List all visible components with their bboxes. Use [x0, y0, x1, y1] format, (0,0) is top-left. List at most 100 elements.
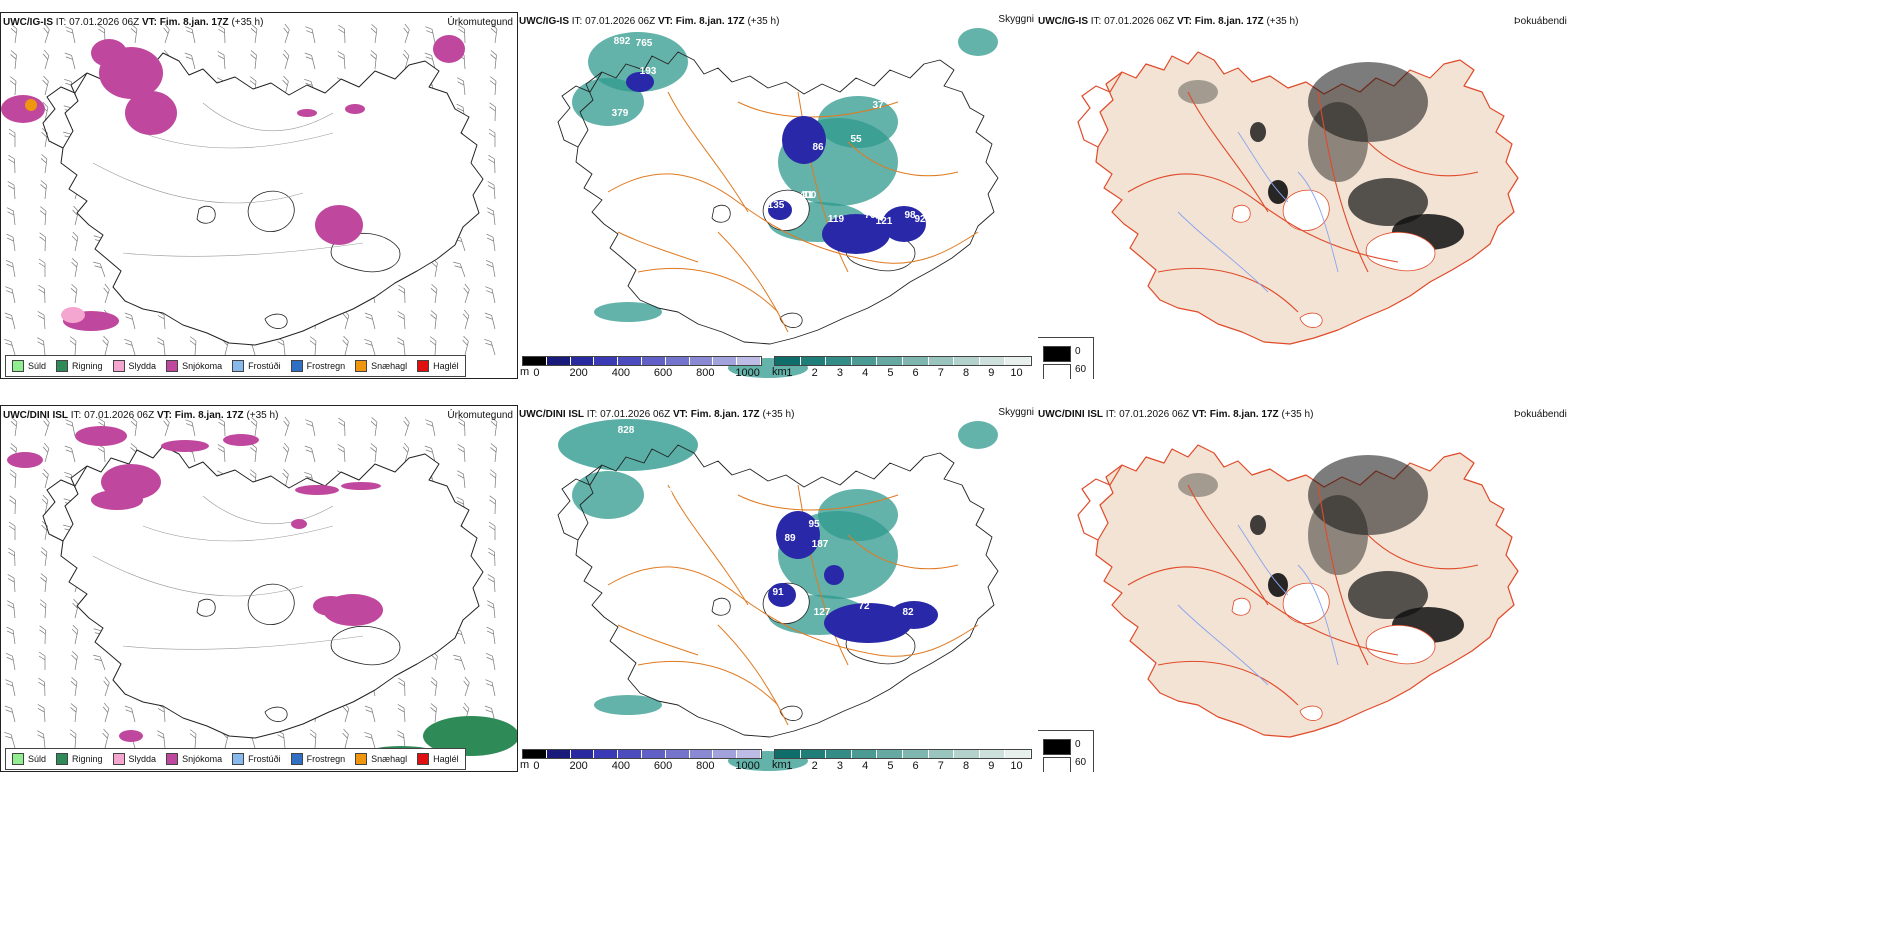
colorbar-tick-label: 6: [912, 367, 919, 379]
panel-title: UWC/DINI ISL IT: 07.01.2026 06Z VT: Fim.…: [519, 409, 795, 420]
colorbar-tick-label: 200: [569, 367, 588, 379]
legend-label: Súld: [28, 361, 47, 371]
ceiling-value-label: 99: [774, 120, 786, 131]
fog-key-label: 60: [1075, 757, 1087, 768]
colorbar-swatch: [594, 750, 619, 758]
fog-map: [1077, 444, 1519, 738]
precip-type-legend: Súld Rigning Slydda Snjókoma Frostúði Frostre…: [5, 748, 466, 770]
colorbar-swatches: [774, 356, 1032, 366]
colorbar-unit: km: [772, 366, 787, 378]
legend-label: Snjókoma: [182, 754, 223, 764]
colorbar-tick-label: 2: [811, 367, 818, 379]
legend-label: Frostregn: [306, 361, 346, 371]
colorbar-tick-label: 0: [533, 760, 540, 772]
legend-label: Haglél: [433, 361, 459, 371]
colorbar-tick-label: 1: [786, 760, 793, 772]
legend-item: Snjókoma: [166, 360, 222, 372]
colorbar-tick-label: 2: [811, 760, 818, 772]
colorbar-tick-label: 0: [533, 367, 540, 379]
legend-label: Súld: [28, 754, 47, 764]
colorbar-swatch: [800, 750, 827, 758]
legend-swatch: [112, 753, 125, 765]
ceiling-value-label: 92: [914, 214, 926, 225]
ceiling-value-label: 828: [618, 425, 635, 436]
legend-swatch: [355, 753, 368, 765]
ceiling-value-label: 55: [850, 134, 862, 145]
colorbar-unit: m: [520, 759, 530, 771]
colorbar-tick-label: 8: [963, 760, 970, 772]
colorbar-swatch: [665, 750, 690, 758]
ceiling-colorbar: m 0 200 400 600 800 1000: [520, 749, 762, 772]
colorbar-swatch: [546, 357, 571, 365]
legend-item: Haglél: [417, 360, 459, 372]
panel-title: UWC/IG-IS IT: 07.01.2026 06Z VT: Fim. 8.…: [1038, 16, 1299, 27]
colorbar-swatch: [546, 750, 571, 758]
legend-swatch: [290, 753, 303, 765]
colorbar-tick-label: 800: [696, 760, 715, 772]
ceiling-value-label: 119: [828, 214, 845, 225]
colorbar-swatch: [954, 357, 980, 365]
ceiling-value-label: 70: [864, 210, 876, 221]
legend-item: Snæhagl: [355, 753, 407, 765]
colorbar-swatch: [851, 750, 878, 758]
ceiling-value-label: 135: [768, 200, 785, 211]
fog-key-label: 0: [1075, 346, 1081, 357]
colorbar-tick-label: 10: [1010, 367, 1023, 379]
colorbar-ticks: 1 2 3 4 5 6 7 8 9 10: [774, 759, 1032, 772]
colorbar-tick-label: 1000: [735, 760, 760, 772]
colorbar-tick-label: 4: [862, 760, 869, 772]
colorbar-tick-label: 6: [912, 760, 919, 772]
ceiling-value-label: 72: [858, 601, 870, 612]
legend-label: Rigning: [72, 361, 103, 371]
ceiling-value-label: 379: [612, 108, 629, 119]
legend-label: Snæhagl: [371, 361, 408, 371]
panel-field-label: Skyggni: [998, 14, 1034, 25]
colorbar-tick-label: 10: [1010, 760, 1023, 772]
colorbar-swatch: [826, 750, 852, 758]
colorbar-tick-label: 4: [862, 367, 869, 379]
colorbar-swatch: [737, 750, 761, 758]
legend-swatch: [232, 360, 245, 372]
legend-item: Súld: [12, 360, 46, 372]
ceiling-value-label: 37: [872, 100, 884, 111]
colorbar-swatches: [774, 749, 1032, 759]
precip-type-legend: Súld Rigning Slydda Snjókoma Frostúði Frostre…: [5, 355, 466, 377]
colorbar-swatch: [713, 357, 738, 365]
visibility-panel-row1: UWC/IG-IS IT: 07.01.2026 06Z VT: Fim. 8.…: [518, 12, 1038, 379]
legend-swatch: [12, 753, 24, 765]
colorbar-swatch: [641, 750, 666, 758]
legend-swatch: [417, 753, 430, 765]
colorbar-tick-label: 9: [988, 367, 995, 379]
fog-key-swatch: [1043, 757, 1071, 772]
colorbar-tick-label: 8: [963, 367, 970, 379]
legend-swatch: [166, 360, 179, 372]
colorbar-swatches: [522, 356, 762, 366]
ceiling-value-label: 121: [876, 216, 893, 227]
colorbar-tick-label: 600: [653, 760, 673, 772]
legend-label: Haglél: [433, 754, 459, 764]
colorbar-swatch: [902, 357, 929, 365]
legend-item: Haglél: [417, 753, 459, 765]
colorbar-swatch: [523, 357, 547, 365]
colorbar-tick-label: 7: [937, 367, 944, 379]
colorbar-tick-label: 200: [569, 760, 588, 772]
colorbar-swatch: [523, 750, 547, 758]
colorbar-tick-label: 400: [611, 367, 631, 379]
colorbar-ticks: 0 200 400 600 800 1000: [522, 366, 762, 379]
ceiling-value-label: 98: [904, 210, 916, 221]
fog-key-swatch: [1043, 364, 1071, 379]
colorbar-swatch: [570, 357, 595, 365]
legend-label: Frostregn: [306, 754, 346, 764]
legend-item: Frostregn: [290, 753, 346, 765]
colorbar-swatch: [689, 357, 714, 365]
colorbar-swatch: [851, 357, 878, 365]
legend-item: Frostúði: [232, 753, 281, 765]
legend-item: Slydda: [112, 360, 156, 372]
fog-index-panel-row1: UWC/IG-IS IT: 07.01.2026 06Z VT: Fim. 8.…: [1038, 12, 1900, 379]
legend-swatch: [232, 753, 245, 765]
legend-item: Súld: [12, 753, 46, 765]
panel-field-label: Þokuábendi: [1514, 16, 1567, 27]
panel-field-label: Skyggni: [998, 407, 1034, 418]
